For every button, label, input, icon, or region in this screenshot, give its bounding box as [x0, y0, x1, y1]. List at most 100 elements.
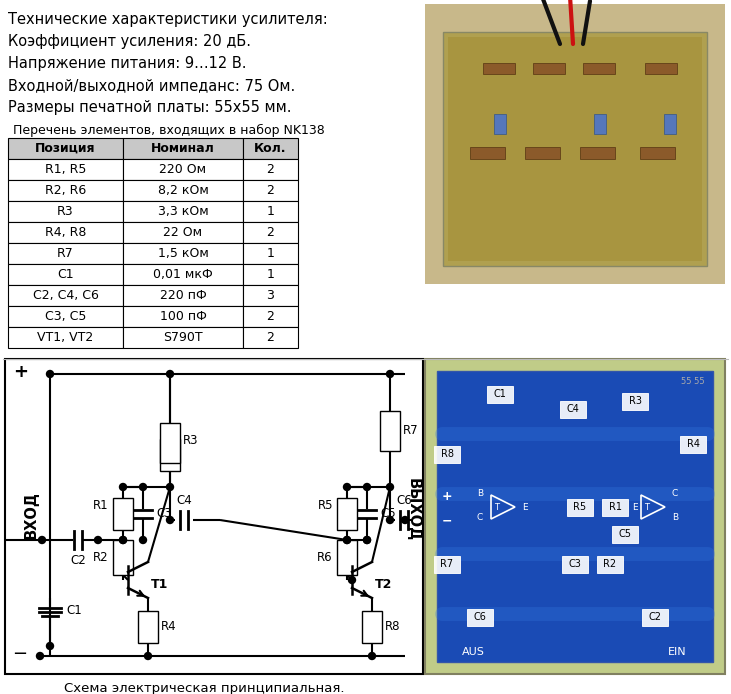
Bar	[425, 359, 725, 674]
Text: 1: 1	[267, 247, 274, 260]
Text: VT1, VT2: VT1, VT2	[37, 331, 94, 344]
Text: 2: 2	[267, 226, 274, 239]
Circle shape	[401, 516, 409, 523]
Bar	[123, 201, 243, 222]
Bar	[645, 63, 677, 74]
Text: C6: C6	[396, 494, 412, 507]
Circle shape	[145, 652, 151, 659]
Text: T2: T2	[375, 579, 393, 591]
Text: Позиция: Позиция	[35, 142, 96, 155]
Circle shape	[119, 536, 126, 543]
Text: T1: T1	[151, 579, 168, 591]
Bar	[243, 327, 298, 348]
Text: C5: C5	[618, 529, 632, 539]
Bar	[448, 37, 702, 261]
Circle shape	[363, 484, 371, 491]
Text: R3: R3	[629, 396, 642, 406]
Bar	[8, 285, 123, 306]
Bar	[337, 540, 357, 575]
Text: T: T	[494, 502, 499, 511]
Bar	[362, 611, 382, 643]
Text: T: T	[645, 502, 650, 511]
Text: C4: C4	[176, 494, 192, 507]
Bar	[640, 147, 675, 159]
Text: −: −	[442, 514, 452, 527]
Circle shape	[119, 536, 126, 543]
Text: 3: 3	[267, 289, 274, 302]
Bar	[8, 201, 123, 222]
Text: R8: R8	[385, 620, 401, 634]
Bar	[642, 609, 668, 626]
Text: C3, C5: C3, C5	[45, 310, 86, 323]
Text: C4: C4	[567, 404, 580, 414]
Text: B: B	[672, 512, 678, 521]
Bar	[160, 439, 180, 471]
Bar	[622, 393, 648, 410]
Bar	[533, 63, 565, 74]
Text: R8: R8	[441, 449, 453, 459]
Bar	[612, 526, 638, 543]
Bar	[8, 264, 123, 285]
Text: C2: C2	[648, 612, 662, 622]
Bar	[243, 222, 298, 243]
Bar	[8, 327, 123, 348]
Text: 220 пФ: 220 пФ	[159, 289, 206, 302]
Circle shape	[47, 643, 53, 650]
Text: R7: R7	[441, 559, 453, 569]
Bar	[113, 540, 133, 575]
Bar	[123, 180, 243, 201]
Text: 1,5 кОм: 1,5 кОм	[158, 247, 208, 260]
Bar	[8, 180, 123, 201]
Bar	[470, 147, 505, 159]
Bar	[123, 222, 243, 243]
Text: 1: 1	[267, 205, 274, 218]
Bar	[680, 436, 706, 453]
Bar	[243, 201, 298, 222]
Bar	[243, 243, 298, 264]
Circle shape	[344, 484, 350, 491]
Text: C1: C1	[493, 389, 507, 399]
Circle shape	[119, 484, 126, 491]
Bar	[434, 446, 460, 463]
Text: R1, R5: R1, R5	[45, 163, 86, 176]
Circle shape	[167, 371, 173, 378]
Bar	[123, 264, 243, 285]
Text: 100 пФ: 100 пФ	[159, 310, 206, 323]
Text: C5: C5	[380, 507, 395, 520]
Bar	[5, 359, 423, 674]
Text: R2, R6: R2, R6	[45, 184, 86, 197]
Text: R3: R3	[57, 205, 74, 218]
Bar	[8, 306, 123, 327]
Bar	[380, 410, 400, 450]
Text: R7: R7	[403, 424, 419, 437]
Text: C1: C1	[66, 604, 82, 618]
Circle shape	[37, 652, 44, 659]
Text: Схема электрическая принципиальная.: Схема электрическая принципиальная.	[64, 682, 344, 694]
Text: R5: R5	[573, 502, 586, 512]
Bar	[113, 498, 133, 530]
Bar	[562, 556, 588, 573]
Text: C3: C3	[156, 507, 172, 520]
Text: R5: R5	[317, 499, 333, 512]
Circle shape	[167, 484, 173, 491]
Bar	[123, 306, 243, 327]
Text: 2: 2	[267, 163, 274, 176]
Bar	[243, 264, 298, 285]
Bar	[483, 63, 515, 74]
Text: 2: 2	[267, 310, 274, 323]
Bar	[243, 159, 298, 180]
Bar	[123, 159, 243, 180]
Bar	[525, 147, 560, 159]
Circle shape	[344, 536, 350, 543]
Text: EIN: EIN	[667, 647, 686, 657]
Text: R2: R2	[94, 551, 109, 564]
Bar	[123, 327, 243, 348]
Text: B: B	[477, 489, 483, 498]
Bar	[123, 285, 243, 306]
Text: 8,2 кОм: 8,2 кОм	[158, 184, 208, 197]
Bar	[602, 499, 628, 516]
Bar	[494, 114, 506, 134]
Text: Технические характеристики усилителя:: Технические характеристики усилителя:	[8, 12, 327, 27]
Text: 1: 1	[267, 268, 274, 281]
Text: C6: C6	[474, 612, 486, 622]
